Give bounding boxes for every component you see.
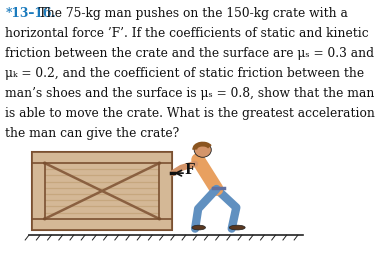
Text: μₖ = 0.2, and the coefficient of static friction between the: μₖ = 0.2, and the coefficient of static … [5,67,364,80]
Text: The 75-kg man pushes on the 150-kg crate with a: The 75-kg man pushes on the 150-kg crate… [27,7,348,20]
Text: is able to move the crate. What is the greatest acceleration: is able to move the crate. What is the g… [5,107,375,120]
Bar [32,219,172,230]
Bar [32,152,45,230]
Text: F: F [184,163,194,178]
Text: horizontal force ’F’. If the coefficients of static and kinetic: horizontal force ’F’. If the coefficient… [5,27,369,40]
Circle shape [43,162,46,165]
Circle shape [43,217,46,221]
Text: friction between the crate and the surface are μₛ = 0.3 and: friction between the crate and the surfa… [5,47,374,60]
Ellipse shape [192,225,205,230]
Circle shape [157,162,161,165]
Text: *13–16.: *13–16. [5,7,56,20]
Circle shape [194,143,211,157]
Bar [32,152,172,163]
Circle shape [157,217,161,221]
Bar [32,152,172,230]
Text: man’s shoes and the surface is μₛ = 0.8, show that the man: man’s shoes and the surface is μₛ = 0.8,… [5,87,375,100]
Ellipse shape [229,225,245,230]
Bar [159,152,172,230]
Text: the man can give the crate?: the man can give the crate? [5,127,180,140]
